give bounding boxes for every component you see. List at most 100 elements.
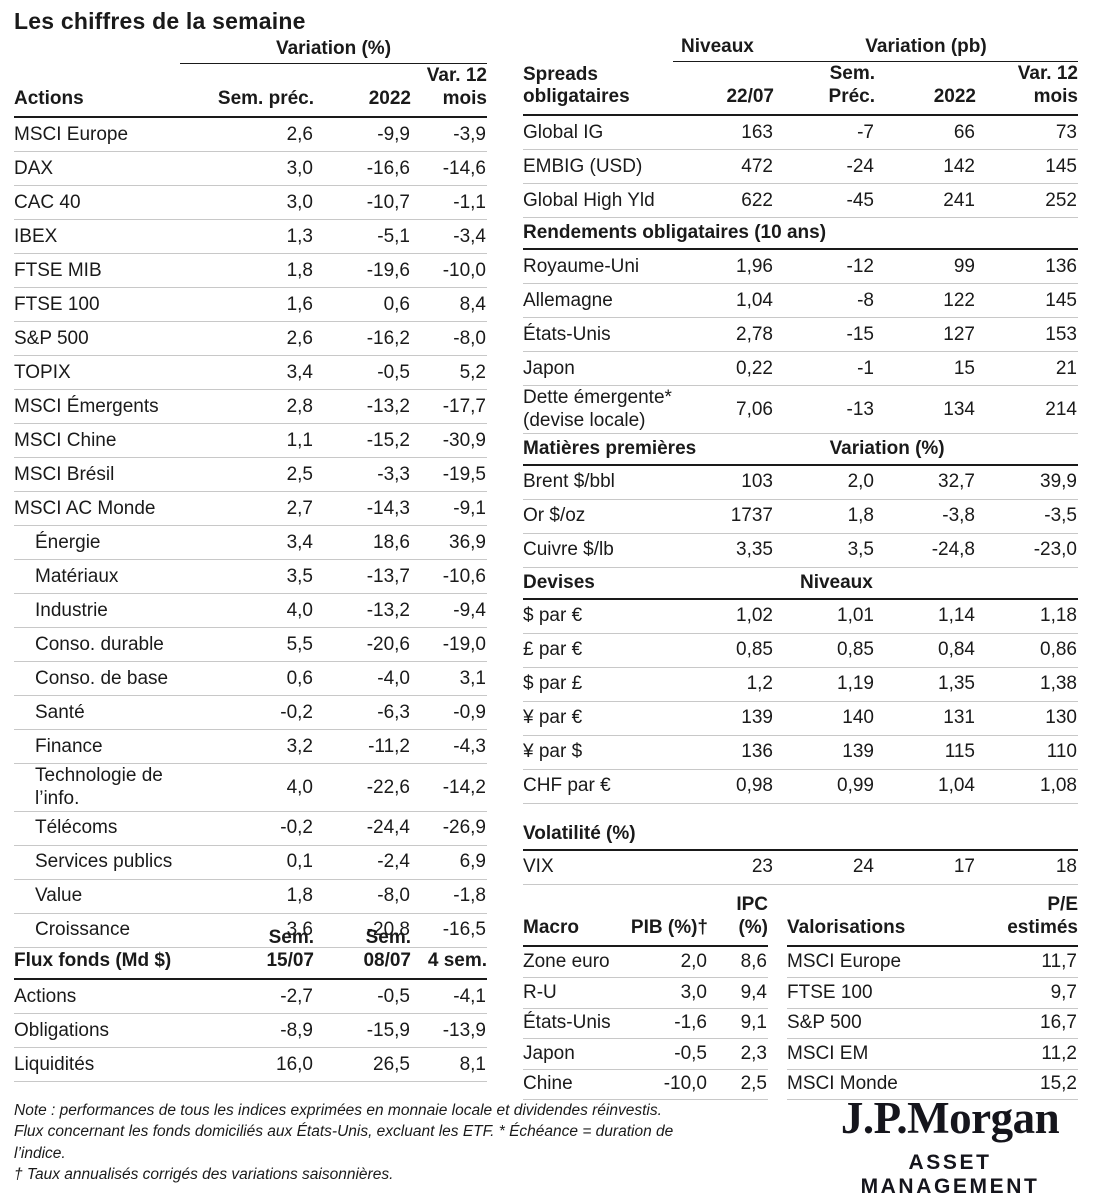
- row-value: -13,2: [314, 389, 411, 425]
- table-row: $ par £ 1,2 1,19 1,35 1,38: [523, 667, 1078, 703]
- row-value: 32,7: [875, 465, 976, 501]
- row-value: 163: [673, 115, 774, 151]
- variation-pb-group-header: Variation (pb): [774, 34, 1078, 62]
- row-value: 140: [774, 701, 875, 737]
- footnote: Note : performances de tous les indices …: [14, 1102, 674, 1184]
- row-value: 0,85: [774, 633, 875, 669]
- row-value: -19,6: [314, 253, 411, 289]
- row-value: 127: [875, 317, 976, 353]
- row-value: -14,3: [314, 491, 411, 527]
- row-label: Services publics: [14, 845, 180, 881]
- table-row: $ par € 1,02 1,01 1,14 1,18: [523, 599, 1078, 635]
- row-value: 136: [976, 249, 1078, 285]
- table-row: VIX 23 24 17 18: [523, 850, 1078, 886]
- row-value: 1737: [673, 499, 774, 535]
- row-value: -8: [774, 283, 875, 319]
- table-row: MSCI Brésil 2,5 -3,3 -19,5: [14, 457, 487, 493]
- row-value: 115: [875, 735, 976, 771]
- row-label: $ par £: [523, 667, 673, 703]
- currencies-section-header: Devises Niveaux: [523, 567, 1078, 601]
- row-value: -14,2: [411, 763, 487, 813]
- table-row: Obligations -8,9 -15,9 -13,9: [14, 1013, 487, 1049]
- row-value: 145: [976, 283, 1078, 319]
- row-value: -3,4: [411, 219, 487, 255]
- row-label: MSCI Émergents: [14, 389, 180, 425]
- row-value: -19,5: [411, 457, 487, 493]
- row-value: -8,0: [411, 321, 487, 357]
- row-value: 3,0: [180, 185, 314, 221]
- bonds-column-header-row: Spreads obligataires 22/07 Sem. Préc. 20…: [523, 61, 1078, 117]
- table-row: Conso. durable 5,5 -20,6 -19,0: [14, 627, 487, 663]
- row-value: -0,5: [314, 355, 411, 391]
- brand-block: J.P.Morgan ASSET MANAGEMENT: [822, 1093, 1078, 1199]
- row-value: 5,5: [180, 627, 314, 663]
- row-value: 3,35: [673, 533, 774, 569]
- row-value: -24,4: [314, 811, 411, 847]
- col-header-pib: PIB (%)†: [618, 893, 708, 948]
- row-value: -3,5: [976, 499, 1078, 535]
- table-row: Santé -0,2 -6,3 -0,9: [14, 695, 487, 731]
- row-value: 1,1: [180, 423, 314, 459]
- table-row: MSCI EM 11,2: [787, 1038, 1078, 1070]
- row-value: -8,0: [314, 879, 411, 915]
- row-value: 8,4: [411, 287, 487, 323]
- row-value: 3,0: [618, 977, 708, 1009]
- row-value: -3,9: [411, 117, 487, 153]
- table-row: CHF par € 0,98 0,99 1,04 1,08: [523, 769, 1078, 805]
- row-value: -9,4: [411, 593, 487, 629]
- variation-pct-group-header: Variation (%): [829, 437, 945, 459]
- row-label: Conso. durable: [14, 627, 180, 663]
- row-label: Télécoms: [14, 811, 180, 847]
- row-label: MSCI Europe: [14, 117, 180, 153]
- flux-header-label: Flux fonds (Md $): [14, 926, 180, 981]
- bonds-group-header-row: Niveaux Variation (pb): [523, 34, 1078, 62]
- row-value: -24,8: [875, 533, 976, 569]
- row-value: -3,3: [314, 457, 411, 493]
- row-value: 8,6: [708, 946, 768, 978]
- row-value: 11,2: [962, 1038, 1078, 1070]
- row-value: 2,0: [618, 946, 708, 978]
- row-value: 36,9: [411, 525, 487, 561]
- table-row: Or $/oz 1737 1,8 -3,8 -3,5: [523, 499, 1078, 535]
- row-value: 16,0: [180, 1047, 314, 1083]
- table-row: DAX 3,0 -16,6 -14,6: [14, 151, 487, 187]
- row-label: Matériaux: [14, 559, 180, 595]
- row-value: -30,9: [411, 423, 487, 459]
- row-label: Global High Yld: [523, 183, 673, 219]
- row-label: MSCI EM: [787, 1038, 962, 1070]
- row-value: -2,4: [314, 845, 411, 881]
- table-row: Allemagne 1,04 -8 122 145: [523, 283, 1078, 319]
- row-value: 0,98: [673, 769, 774, 805]
- row-label: Global IG: [523, 115, 673, 151]
- table-row: FTSE MIB 1,8 -19,6 -10,0: [14, 253, 487, 289]
- row-value: 2,3: [708, 1038, 768, 1070]
- table-row: Liquidités 16,0 26,5 8,1: [14, 1047, 487, 1083]
- row-value: -0,9: [411, 695, 487, 731]
- row-value: 139: [774, 735, 875, 771]
- row-value: -24: [774, 149, 875, 185]
- row-label: MSCI Brésil: [14, 457, 180, 493]
- table-row: Finance 3,2 -11,2 -4,3: [14, 729, 487, 765]
- table-row: Chine -10,0 2,5: [523, 1069, 768, 1101]
- row-value: 2,6: [180, 321, 314, 357]
- row-value: -4,3: [411, 729, 487, 765]
- row-label: FTSE MIB: [14, 253, 180, 289]
- row-value: -26,9: [411, 811, 487, 847]
- row-value: 214: [976, 385, 1078, 435]
- table-row: ¥ par € 139 140 131 130: [523, 701, 1078, 737]
- row-value: 1,19: [774, 667, 875, 703]
- row-value: 1,01: [774, 599, 875, 635]
- row-value: 26,5: [314, 1047, 411, 1083]
- table-row: Global High Yld 622 -45 241 252: [523, 183, 1078, 219]
- valuations-header-label: Valorisations: [787, 893, 962, 948]
- row-value: 3,4: [180, 525, 314, 561]
- row-value: -8,9: [180, 1013, 314, 1049]
- row-value: 110: [976, 735, 1078, 771]
- macro-header-label: Macro: [523, 893, 618, 948]
- col-header-var-12-mois: Var. 12 mois: [976, 61, 1078, 117]
- row-value: -13: [774, 385, 875, 435]
- niveaux-group-header: Niveaux: [673, 34, 774, 62]
- table-row: États-Unis -1,6 9,1: [523, 1008, 768, 1040]
- row-value: 2,78: [673, 317, 774, 353]
